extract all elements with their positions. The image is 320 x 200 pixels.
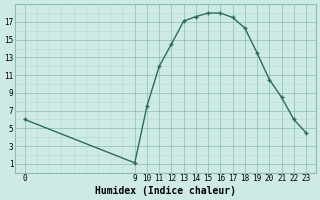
X-axis label: Humidex (Indice chaleur): Humidex (Indice chaleur) bbox=[95, 186, 236, 196]
